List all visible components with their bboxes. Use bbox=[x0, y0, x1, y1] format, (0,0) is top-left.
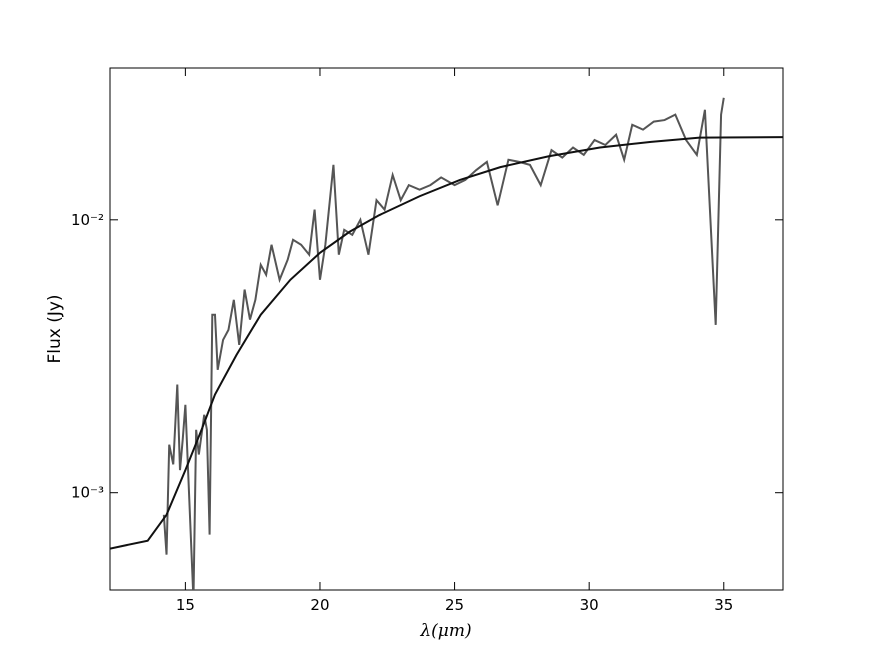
x-tick-label: 25 bbox=[445, 596, 464, 614]
x-tick-label: 35 bbox=[714, 596, 733, 614]
y-tick-label: 10⁻³ bbox=[71, 484, 104, 502]
x-tick-label: 30 bbox=[580, 596, 599, 614]
plot-lines bbox=[110, 97, 783, 590]
x-tick-label: 15 bbox=[176, 596, 195, 614]
series-line bbox=[162, 97, 725, 590]
series-line bbox=[110, 136, 783, 550]
x-tick-label: 20 bbox=[310, 596, 329, 614]
plot-frame bbox=[109, 67, 784, 591]
x-axis-label: λ(μm) bbox=[419, 621, 471, 641]
y-axis-label: Flux (Jy) bbox=[45, 294, 65, 363]
y-tick-label: 10⁻² bbox=[71, 211, 104, 229]
